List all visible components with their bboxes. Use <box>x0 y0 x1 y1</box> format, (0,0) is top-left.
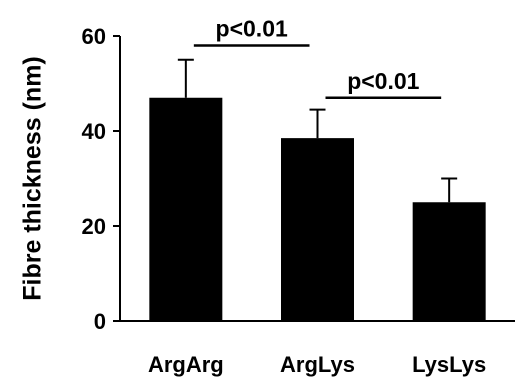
error-bar <box>177 58 194 98</box>
y-axis-label: Fibre thickness (nm) <box>19 56 47 301</box>
x-tick-label: LysLys <box>412 352 486 377</box>
error-bars <box>177 58 458 203</box>
significance-label: p<0.01 <box>347 68 419 94</box>
x-tick-label: ArgLys <box>280 352 355 377</box>
bars <box>149 97 486 321</box>
y-tick-label: 40 <box>82 119 106 144</box>
error-bar <box>309 108 326 139</box>
error-bar <box>441 177 458 203</box>
x-tick-label: ArgArg <box>148 352 224 377</box>
bar-argarg <box>149 97 223 321</box>
x-tick-labels: ArgArg ArgLys LysLys <box>148 352 486 377</box>
bar-arglys <box>281 138 354 321</box>
bar-lyslys <box>412 202 486 321</box>
y-ticks: 0 20 40 60 <box>82 24 120 334</box>
significance-annotations: p<0.01 p<0.01 <box>193 16 442 99</box>
y-tick-label: 60 <box>82 24 106 49</box>
significance-label: p<0.01 <box>216 16 288 42</box>
significance-bracket: p<0.01 <box>325 68 442 99</box>
significance-bracket: p<0.01 <box>193 16 310 47</box>
y-tick-label: 0 <box>94 309 106 334</box>
y-tick-label: 20 <box>82 214 106 239</box>
